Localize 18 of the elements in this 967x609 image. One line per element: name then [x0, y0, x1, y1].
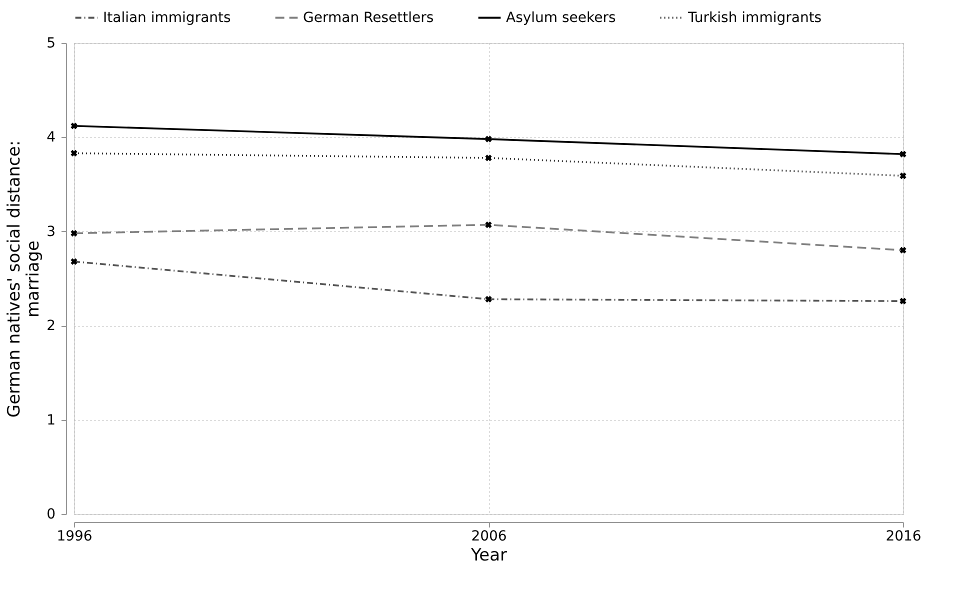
x-tick-label: 1996 [56, 528, 92, 544]
y-tick-label: 1 [46, 412, 56, 428]
x-axis-title: Year [470, 546, 508, 566]
y-tick-label: 4 [46, 130, 56, 146]
point [485, 136, 492, 142]
point [70, 122, 78, 130]
point [900, 150, 906, 158]
x-tick-label: 2006 [471, 528, 507, 544]
legend-label: Turkish immigrants [687, 10, 822, 26]
y-tick-label: 2 [46, 318, 56, 334]
y-tick-label: 0 [46, 506, 56, 522]
legend-label: Asylum seekers [506, 10, 616, 26]
y-tick-label: 5 [46, 36, 56, 52]
x-tick-label: 2016 [886, 528, 922, 544]
y-axis-title: German natives' social distance: marriage [4, 140, 44, 418]
legend-label: Italian immigrants [103, 10, 231, 26]
legend-label: German Resettlers [303, 10, 434, 26]
y-tick-label: 3 [46, 224, 56, 240]
